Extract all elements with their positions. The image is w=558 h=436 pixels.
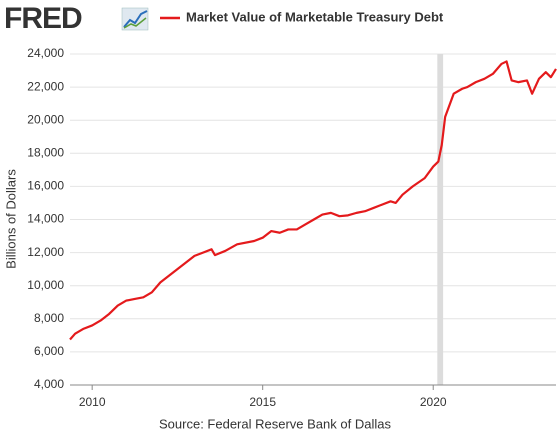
y-tick-label: 4,000 [34, 377, 64, 391]
y-tick-label: 20,000 [27, 112, 64, 126]
x-tick-label: 2015 [249, 395, 276, 409]
y-tick-label: 16,000 [27, 179, 64, 193]
line-series [69, 60, 557, 341]
y-tick-label: 6,000 [34, 344, 64, 358]
y-tick-label: 24,000 [27, 46, 64, 60]
logo-icon [121, 7, 149, 31]
y-tick-label: 14,000 [27, 212, 64, 226]
y-axis-label: Billions of Dollars [3, 169, 18, 269]
y-tick-label: 18,000 [27, 145, 64, 159]
logo: FRED [4, 2, 82, 35]
recession-shade [437, 54, 444, 385]
y-tick-label: 12,000 [27, 245, 64, 259]
x-tick-label: 2010 [79, 395, 106, 409]
y-tick-label: 8,000 [34, 311, 64, 325]
legend-label: Market Value of Marketable Treasury Debt [186, 9, 444, 24]
y-tick-label: 22,000 [27, 79, 64, 93]
y-tick-label: 10,000 [27, 278, 64, 292]
x-tick-label: 2020 [420, 395, 447, 409]
source: Source: Federal Reserve Bank of Dallas [159, 416, 391, 431]
